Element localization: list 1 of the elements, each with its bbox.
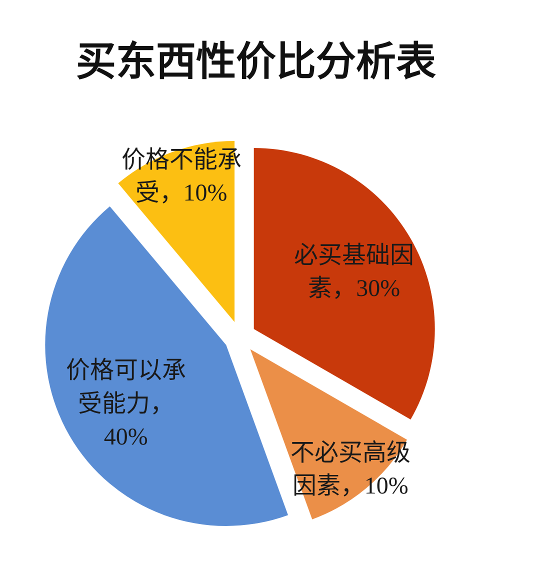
title: 买东西性价比分析表 [76, 39, 436, 85]
